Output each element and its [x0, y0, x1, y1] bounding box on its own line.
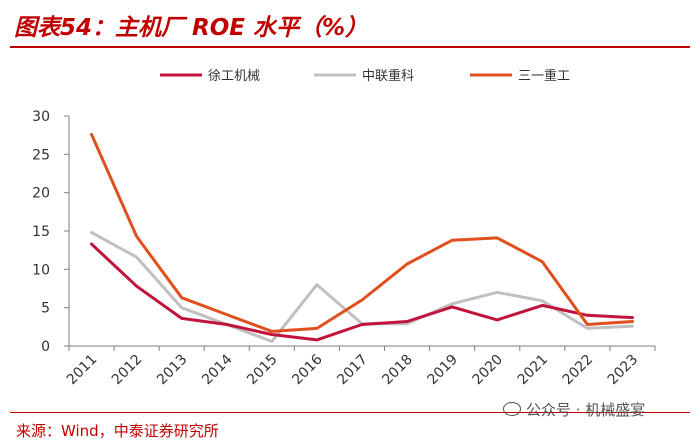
- x-tick-label: 2016: [289, 351, 326, 388]
- legend-label-3: 三一重工: [518, 68, 570, 84]
- series-line-3: [90, 132, 634, 333]
- x-tick-label: 2012: [109, 352, 146, 389]
- chart-title: 图表54：主机厂 ROE 水平（%）: [14, 15, 369, 41]
- y-tick-label: 5: [41, 301, 50, 317]
- series-line-1: [90, 242, 634, 342]
- x-tick-label: 2022: [560, 352, 597, 389]
- title-divider: [10, 46, 690, 48]
- y-tick-label: 10: [32, 262, 50, 278]
- y-tick-label: 0: [41, 339, 50, 355]
- x-tick-label: 2020: [470, 352, 507, 389]
- watermark-text: 公众号 · 机械盛宴: [526, 401, 646, 419]
- y-tick-label: 20: [32, 186, 50, 202]
- x-tick-label: 2014: [199, 351, 236, 388]
- x-tick-label: 2019: [424, 352, 461, 389]
- y-tick-label: 15: [32, 224, 50, 240]
- x-tick-label: 2015: [244, 352, 281, 389]
- x-tick-label: 2018: [379, 352, 416, 389]
- y-tick-label: 25: [32, 147, 50, 163]
- wechat-icon: [503, 402, 521, 416]
- source-divider: [10, 412, 690, 413]
- legend-label-2: 中联重科: [362, 68, 414, 84]
- y-tick-label: 30: [32, 109, 50, 125]
- source-note: 来源：Wind，中泰证券研究所: [16, 422, 219, 440]
- legend-label-1: 徐工机械: [208, 69, 260, 84]
- x-tick-label: 2011: [64, 352, 101, 389]
- watermark: 公众号 · 机械盛宴: [503, 399, 645, 420]
- x-tick-label: 2023: [605, 352, 642, 389]
- x-tick-label: 2021: [515, 352, 552, 389]
- x-tick-label: 2013: [154, 352, 191, 389]
- x-tick-label: 2017: [334, 352, 371, 389]
